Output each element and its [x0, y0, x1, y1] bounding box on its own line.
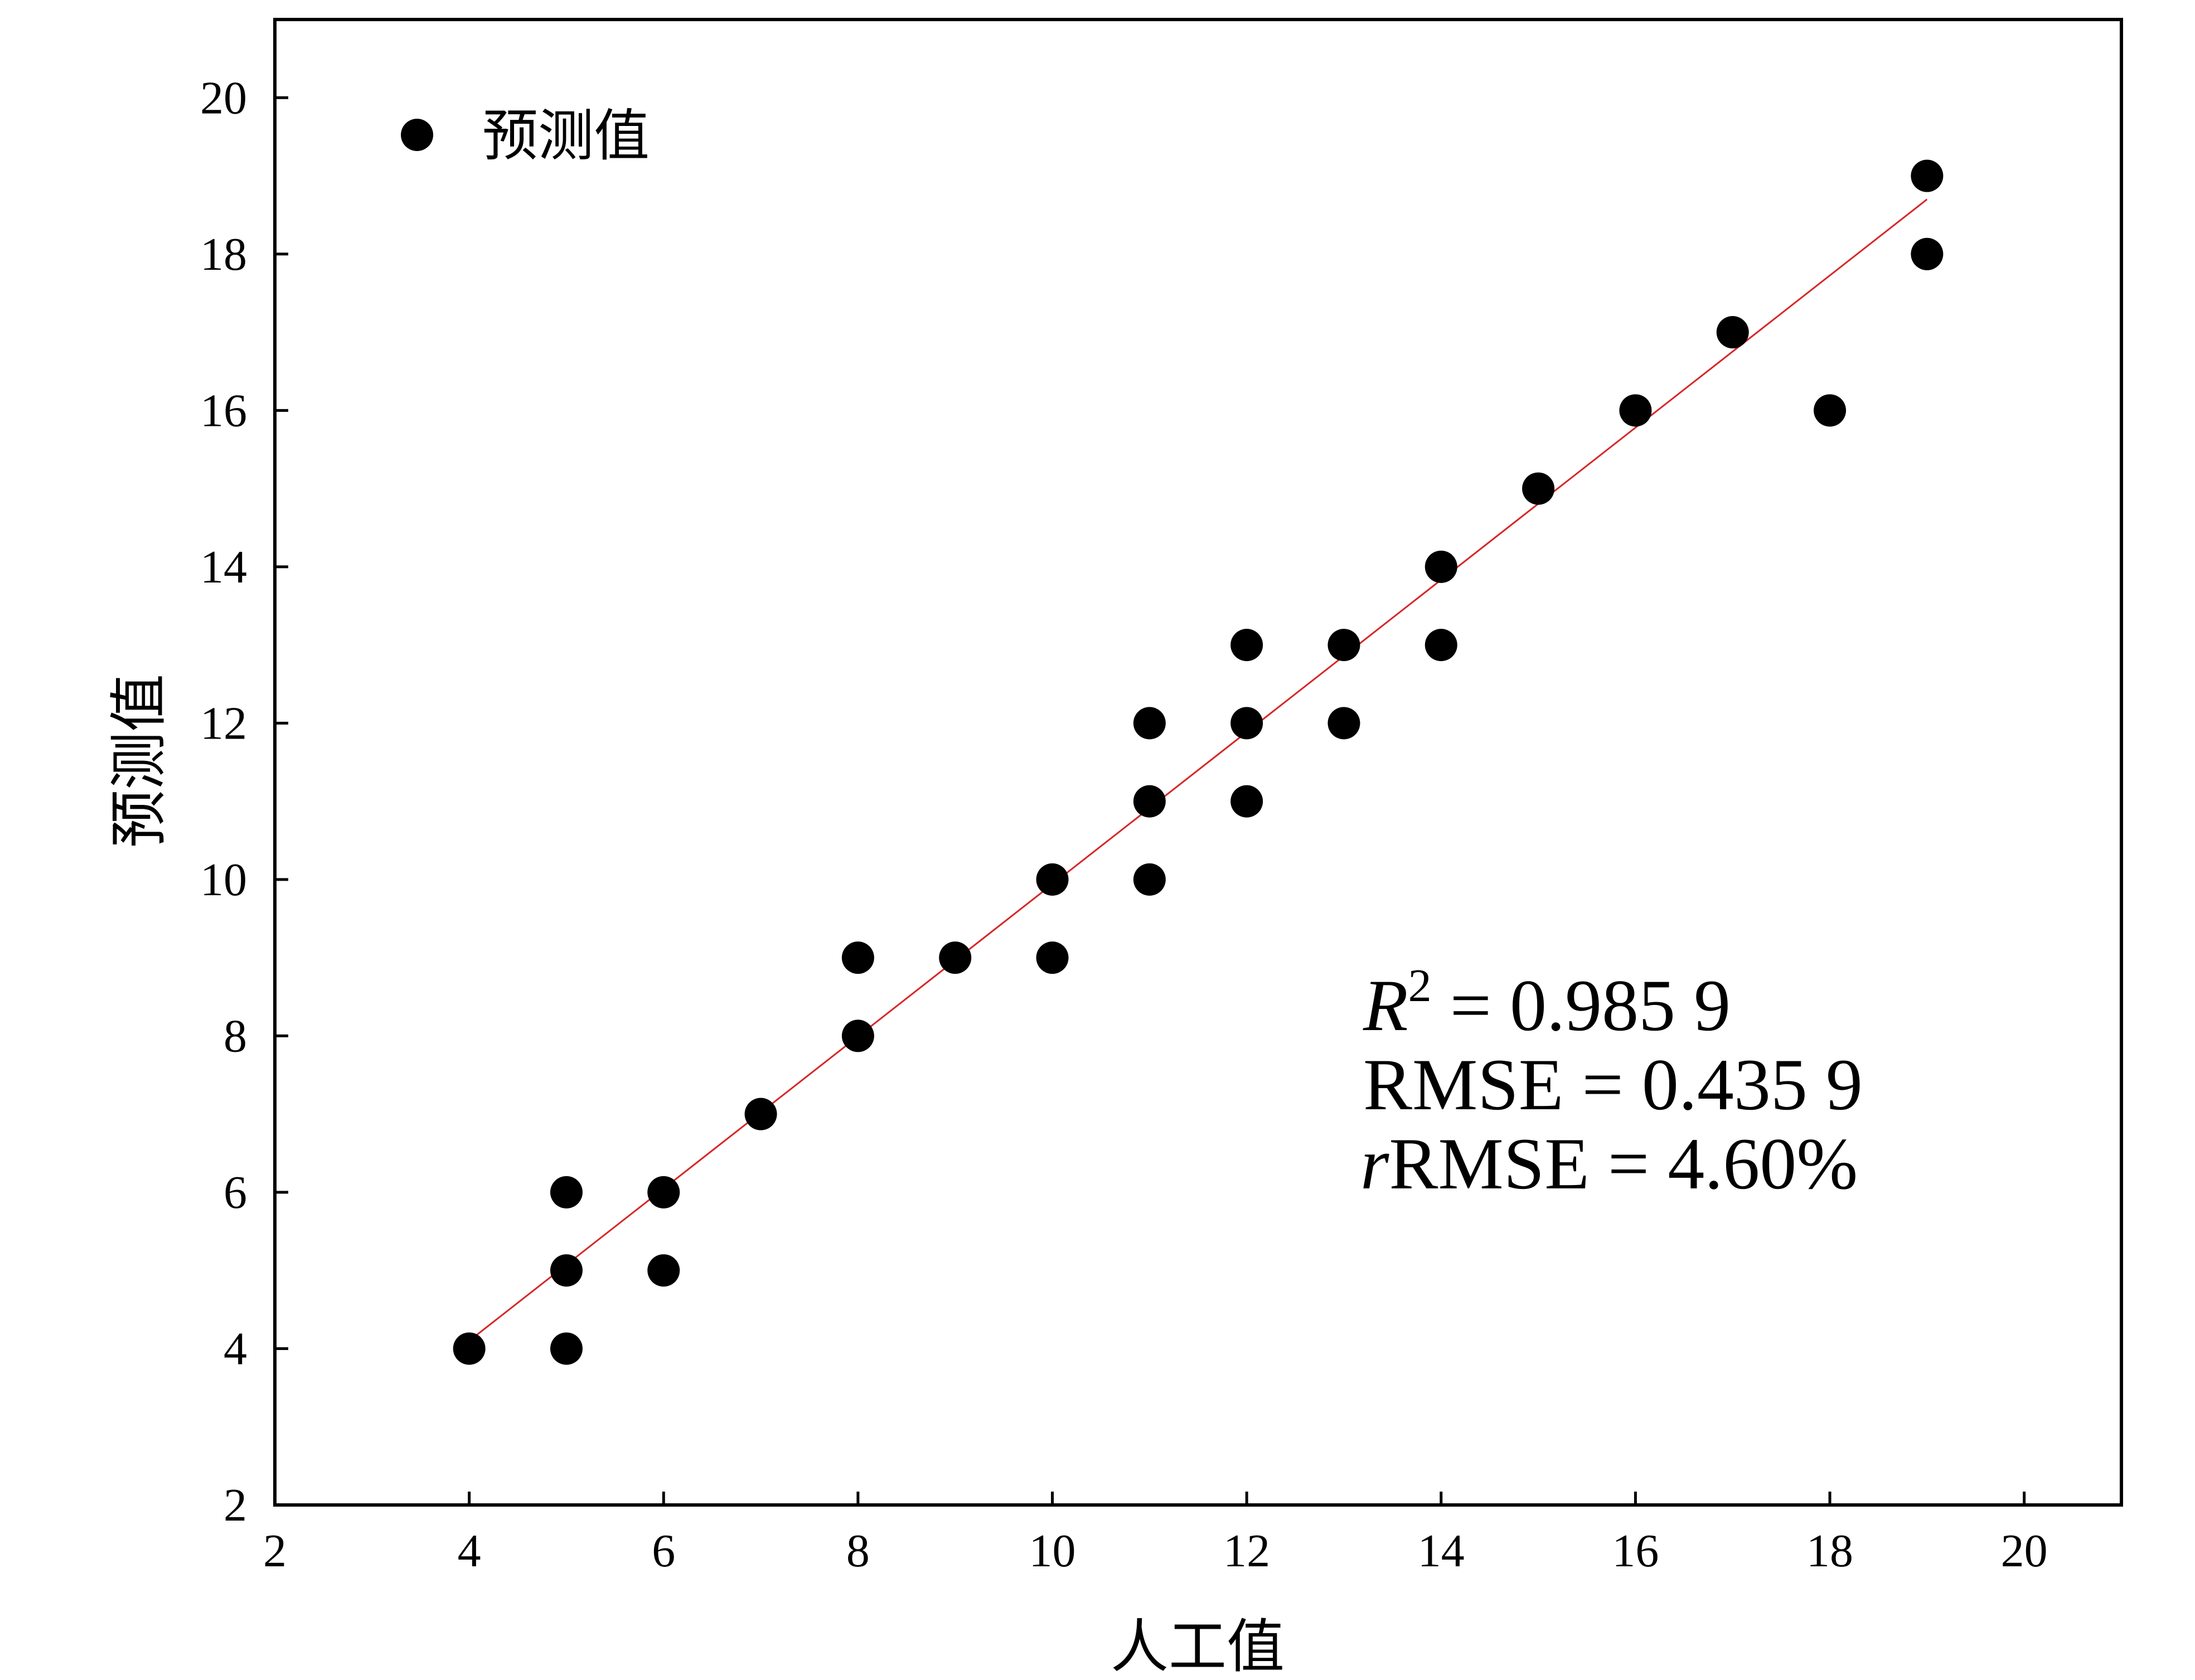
- r-squared-annotation: R2 = 0.985 9: [1363, 960, 1731, 1046]
- y-tick-label: 10: [200, 854, 247, 906]
- y-axis-ticks: 2 4 6 8 10 12 14 16 18 20: [200, 72, 288, 1531]
- data-point: [647, 1254, 680, 1287]
- x-tick-label: 6: [652, 1525, 675, 1577]
- rmse-annotation: RMSE = 0.435 9: [1363, 1043, 1863, 1125]
- legend-label: 预测值: [482, 103, 650, 168]
- x-tick-label: 4: [458, 1525, 481, 1577]
- y-tick-label: 16: [200, 385, 247, 436]
- x-tick-label: 2: [263, 1525, 287, 1577]
- y-tick-label: 14: [200, 541, 247, 593]
- y-tick-label: 12: [200, 697, 247, 749]
- x-tick-label: 18: [1806, 1525, 1853, 1577]
- data-point: [1133, 707, 1166, 740]
- data-point: [1911, 159, 1944, 192]
- x-tick-label: 12: [1223, 1525, 1270, 1577]
- legend-marker: [401, 119, 433, 151]
- x-axis-ticks: 2 4 6 8 10 12 14 16 18 20: [263, 1492, 2048, 1577]
- data-point: [1424, 550, 1457, 583]
- data-point: [1230, 629, 1263, 662]
- rrmse-rest: RMSE = 4.60%: [1389, 1123, 1858, 1205]
- x-tick-label: 20: [2001, 1525, 2048, 1577]
- data-point: [1619, 394, 1652, 427]
- data-point: [1133, 863, 1166, 896]
- y-tick-label: 8: [224, 1010, 247, 1062]
- x-axis-title: 人工值: [1111, 1613, 1285, 1680]
- plot-frame: [273, 18, 2123, 1507]
- data-point: [550, 1176, 583, 1208]
- data-point: [1133, 785, 1166, 818]
- x-tick-label: 14: [1418, 1525, 1465, 1577]
- rrmse-prefix: r: [1360, 1123, 1389, 1205]
- data-point: [453, 1332, 486, 1365]
- data-point: [1327, 707, 1360, 740]
- regression-line: [468, 198, 1928, 1342]
- r2-superscript: 2: [1408, 960, 1432, 1012]
- x-tick-label: 8: [846, 1525, 870, 1577]
- y-tick-label: 6: [224, 1167, 247, 1218]
- y-tick-label: 2: [224, 1479, 247, 1531]
- data-point: [1036, 941, 1069, 974]
- data-point: [1716, 316, 1749, 349]
- x-tick-label: 10: [1029, 1525, 1076, 1577]
- data-point: [1911, 237, 1944, 270]
- data-point: [939, 941, 972, 974]
- y-tick-label: 18: [200, 229, 247, 280]
- data-point: [1230, 707, 1263, 740]
- r2-symbol: R: [1363, 964, 1408, 1046]
- data-point: [841, 941, 874, 974]
- data-point: [744, 1098, 777, 1130]
- data-point: [1522, 472, 1555, 505]
- data-point: [1424, 629, 1457, 662]
- y-axis-title: 预测值: [105, 674, 173, 848]
- data-point: [1036, 863, 1069, 896]
- rrmse-annotation: rRMSE = 4.60%: [1360, 1123, 1858, 1205]
- data-point: [1230, 785, 1263, 818]
- data-point: [647, 1176, 680, 1208]
- x-tick-label: 16: [1612, 1525, 1659, 1577]
- data-point: [841, 1019, 874, 1052]
- r2-value: = 0.985 9: [1432, 964, 1731, 1046]
- y-tick-label: 20: [200, 72, 247, 124]
- data-point: [1327, 629, 1360, 662]
- data-point: [550, 1254, 583, 1287]
- data-points: [453, 159, 1944, 1365]
- data-point: [550, 1332, 583, 1365]
- data-point: [1814, 394, 1847, 427]
- y-tick-label: 4: [224, 1323, 247, 1375]
